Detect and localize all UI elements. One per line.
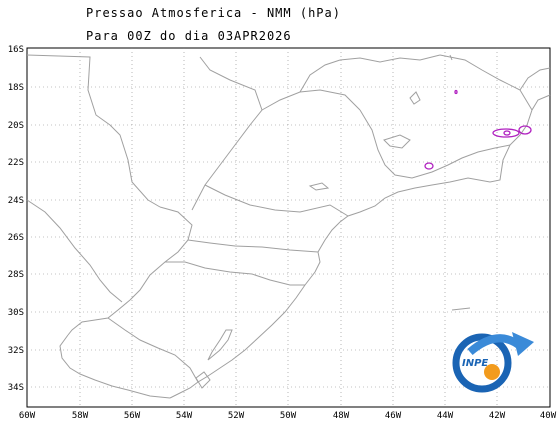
logo-text: INPE bbox=[462, 358, 488, 369]
lon-tick: 54W bbox=[176, 411, 193, 421]
lat-tick: 26S bbox=[8, 233, 24, 243]
lat-tick: 16S bbox=[8, 45, 24, 55]
lat-tick: 28S bbox=[8, 270, 24, 280]
map-title: Pressao Atmosferica - NMM (hPa) bbox=[86, 6, 341, 20]
contour bbox=[454, 89, 458, 95]
contour bbox=[503, 130, 511, 136]
lat-tick: 30S bbox=[8, 308, 24, 318]
lon-tick: 60W bbox=[19, 411, 36, 421]
contour bbox=[424, 162, 434, 170]
lat-tick-labels: 16S 18S 20S 22S 24S 26S 28S 30S 32S 34S bbox=[8, 45, 24, 393]
lon-tick: 52W bbox=[228, 411, 245, 421]
contour bbox=[518, 125, 532, 135]
logo-ring-icon bbox=[452, 333, 512, 393]
lon-tick: 40W bbox=[540, 411, 557, 421]
pressure-contours bbox=[424, 89, 532, 170]
lon-tick: 48W bbox=[333, 411, 350, 421]
contour bbox=[492, 128, 520, 138]
lon-tick: 42W bbox=[489, 411, 506, 421]
lat-tick: 18S bbox=[8, 83, 24, 93]
lat-tick: 22S bbox=[8, 158, 24, 168]
lat-tick: 32S bbox=[8, 346, 24, 356]
lon-tick: 58W bbox=[72, 411, 89, 421]
coastline bbox=[169, 94, 551, 399]
lat-tick: 24S bbox=[8, 196, 24, 206]
lon-tick: 46W bbox=[385, 411, 402, 421]
map-subtitle: Para 00Z do dia 03APR2026 bbox=[86, 29, 292, 43]
lon-tick: 50W bbox=[280, 411, 297, 421]
lat-tick: 20S bbox=[8, 121, 24, 131]
inpe-logo: INPE bbox=[452, 332, 534, 393]
lon-tick: 44W bbox=[437, 411, 454, 421]
lat-tick: 34S bbox=[8, 383, 24, 393]
lon-tick: 56W bbox=[124, 411, 141, 421]
lon-tick-labels: 60W 58W 56W 54W 52W 50W 48W 46W 44W 42W … bbox=[19, 411, 557, 421]
logo-arrowhead-icon bbox=[512, 332, 534, 356]
logo-sun-icon bbox=[484, 364, 500, 380]
map-boundaries bbox=[26, 54, 551, 399]
